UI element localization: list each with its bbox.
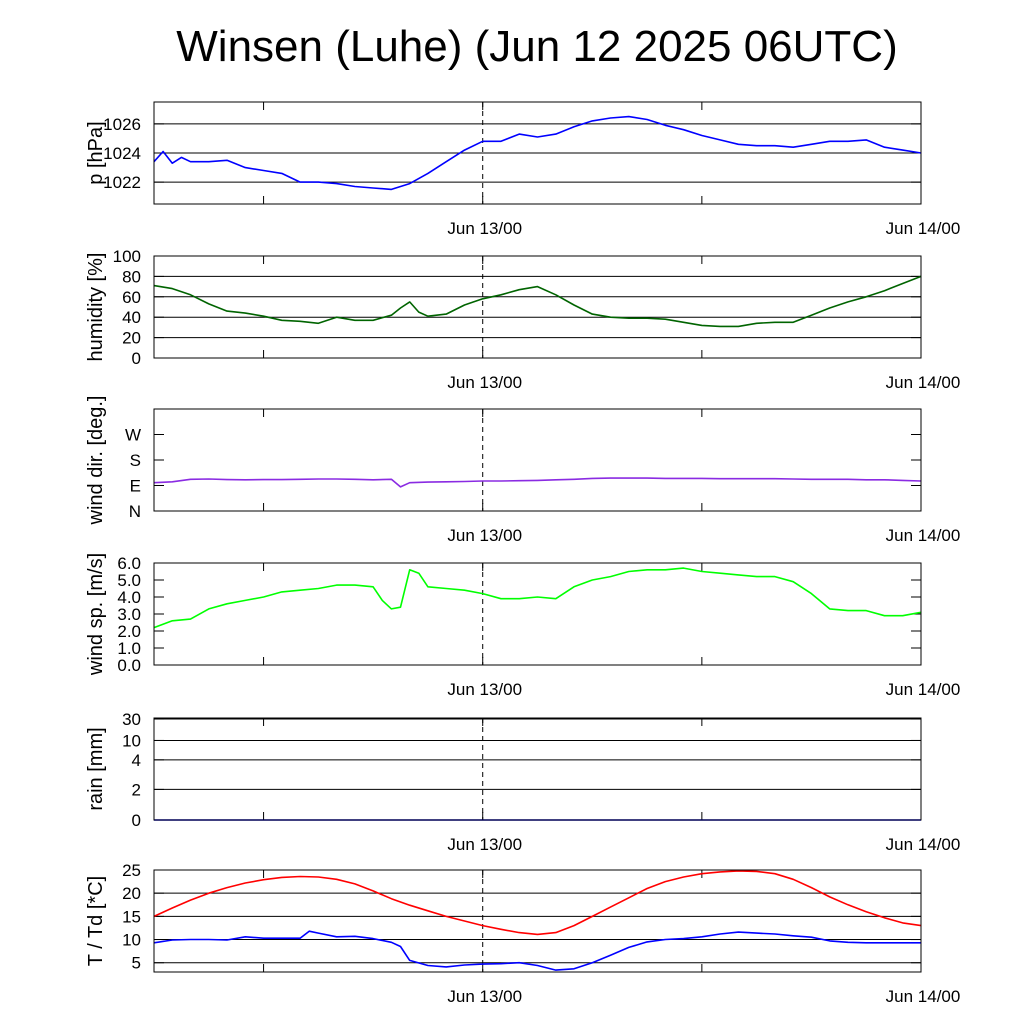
y-tick-label: W — [125, 426, 141, 445]
chart-title: Winsen (Luhe) (Jun 12 2025 06UTC) — [176, 22, 898, 71]
panel-5: 0 2 410 30 Jun 13/00 Jun 14/00 rain [mm] — [85, 710, 960, 854]
y-tick-label: 0 — [132, 349, 141, 368]
y-tick-label: 1022 — [103, 173, 141, 192]
y-tick-label: E — [130, 477, 141, 496]
y-tick-label: 5.0 — [117, 571, 141, 590]
y-tick-label: N — [129, 502, 141, 521]
series-line-1 — [153, 115, 922, 191]
panel-4: 0.01.02.03.04.05.06.0 Jun 13/00 Jun 14/00 w… — [85, 553, 960, 699]
x-tick-label: Jun 14/00 — [886, 219, 961, 238]
plot-frame — [153, 717, 922, 821]
y-tick-label: 10 — [122, 731, 141, 750]
y-axis-label: rain [mm] — [85, 727, 107, 810]
x-tick-label: Jun 13/00 — [447, 835, 522, 854]
x-tick-label: Jun 13/00 — [447, 219, 522, 238]
plot-frame — [153, 562, 922, 666]
y-tick-label: 2 — [132, 780, 141, 799]
y-tick-label: 30 — [122, 710, 141, 729]
y-tick-label: 0.0 — [117, 656, 141, 675]
y-tick-label: 1.0 — [117, 639, 141, 658]
y-tick-label: 6.0 — [117, 554, 141, 573]
x-tick-label: Jun 14/00 — [886, 526, 961, 545]
y-tick-label: 60 — [122, 288, 141, 307]
y-tick-label: 2.0 — [117, 622, 141, 641]
plot-frame — [153, 255, 922, 359]
y-tick-label: 3.0 — [117, 605, 141, 624]
y-tick-label: 1024 — [103, 144, 141, 163]
x-tick-label: Jun 14/00 — [886, 987, 961, 1006]
series-line-1 — [153, 870, 922, 936]
panel-1: 1022 1024 1026 Jun 13/00 Jun 14/00 p [hPa] — [85, 101, 961, 238]
series-line-2 — [153, 930, 921, 971]
y-tick-label: 10 — [122, 931, 141, 950]
x-tick-label: Jun 13/00 — [447, 526, 522, 545]
y-axis-label: T / Td [*C] — [85, 876, 107, 966]
y-tick-label: 40 — [122, 308, 141, 327]
x-tick-label: Jun 14/00 — [886, 680, 961, 699]
y-axis-label: wind sp. [m/s] — [85, 553, 107, 676]
y-tick-label: 80 — [122, 267, 141, 286]
y-tick-label: 1026 — [103, 115, 141, 134]
panel-6: 5 10 15 20 25 Jun 13/00 Jun 14/00 T / Td [*C] — [85, 861, 960, 1006]
y-axis-label: humidity [%] — [85, 253, 107, 362]
y-tick-label: 0 — [132, 811, 141, 830]
series-line-1 — [153, 477, 922, 488]
y-tick-label: 20 — [122, 884, 141, 903]
y-tick-label: 4 — [132, 751, 141, 770]
y-tick-label: 100 — [113, 247, 141, 266]
plot-frame — [153, 869, 922, 973]
y-tick-label: S — [130, 451, 141, 470]
y-tick-label: 15 — [122, 907, 141, 926]
x-tick-label: Jun 13/00 — [447, 987, 522, 1006]
y-tick-label: 5 — [132, 954, 141, 973]
y-tick-label: 25 — [122, 861, 141, 880]
y-axis-label: p [hPa] — [85, 121, 107, 184]
y-tick-label: 20 — [122, 329, 141, 348]
x-tick-label: Jun 14/00 — [886, 373, 961, 392]
x-tick-label: Jun 13/00 — [447, 373, 522, 392]
y-axis-label: wind dir. [deg.] — [85, 396, 107, 526]
x-tick-label: Jun 13/00 — [447, 680, 522, 699]
x-tick-label: Jun 14/00 — [886, 835, 961, 854]
series-line-1 — [153, 275, 922, 328]
y-tick-label: 4.0 — [117, 588, 141, 607]
plot-frame — [153, 101, 922, 205]
series-line-1 — [153, 567, 922, 629]
plot-frame — [153, 408, 922, 512]
